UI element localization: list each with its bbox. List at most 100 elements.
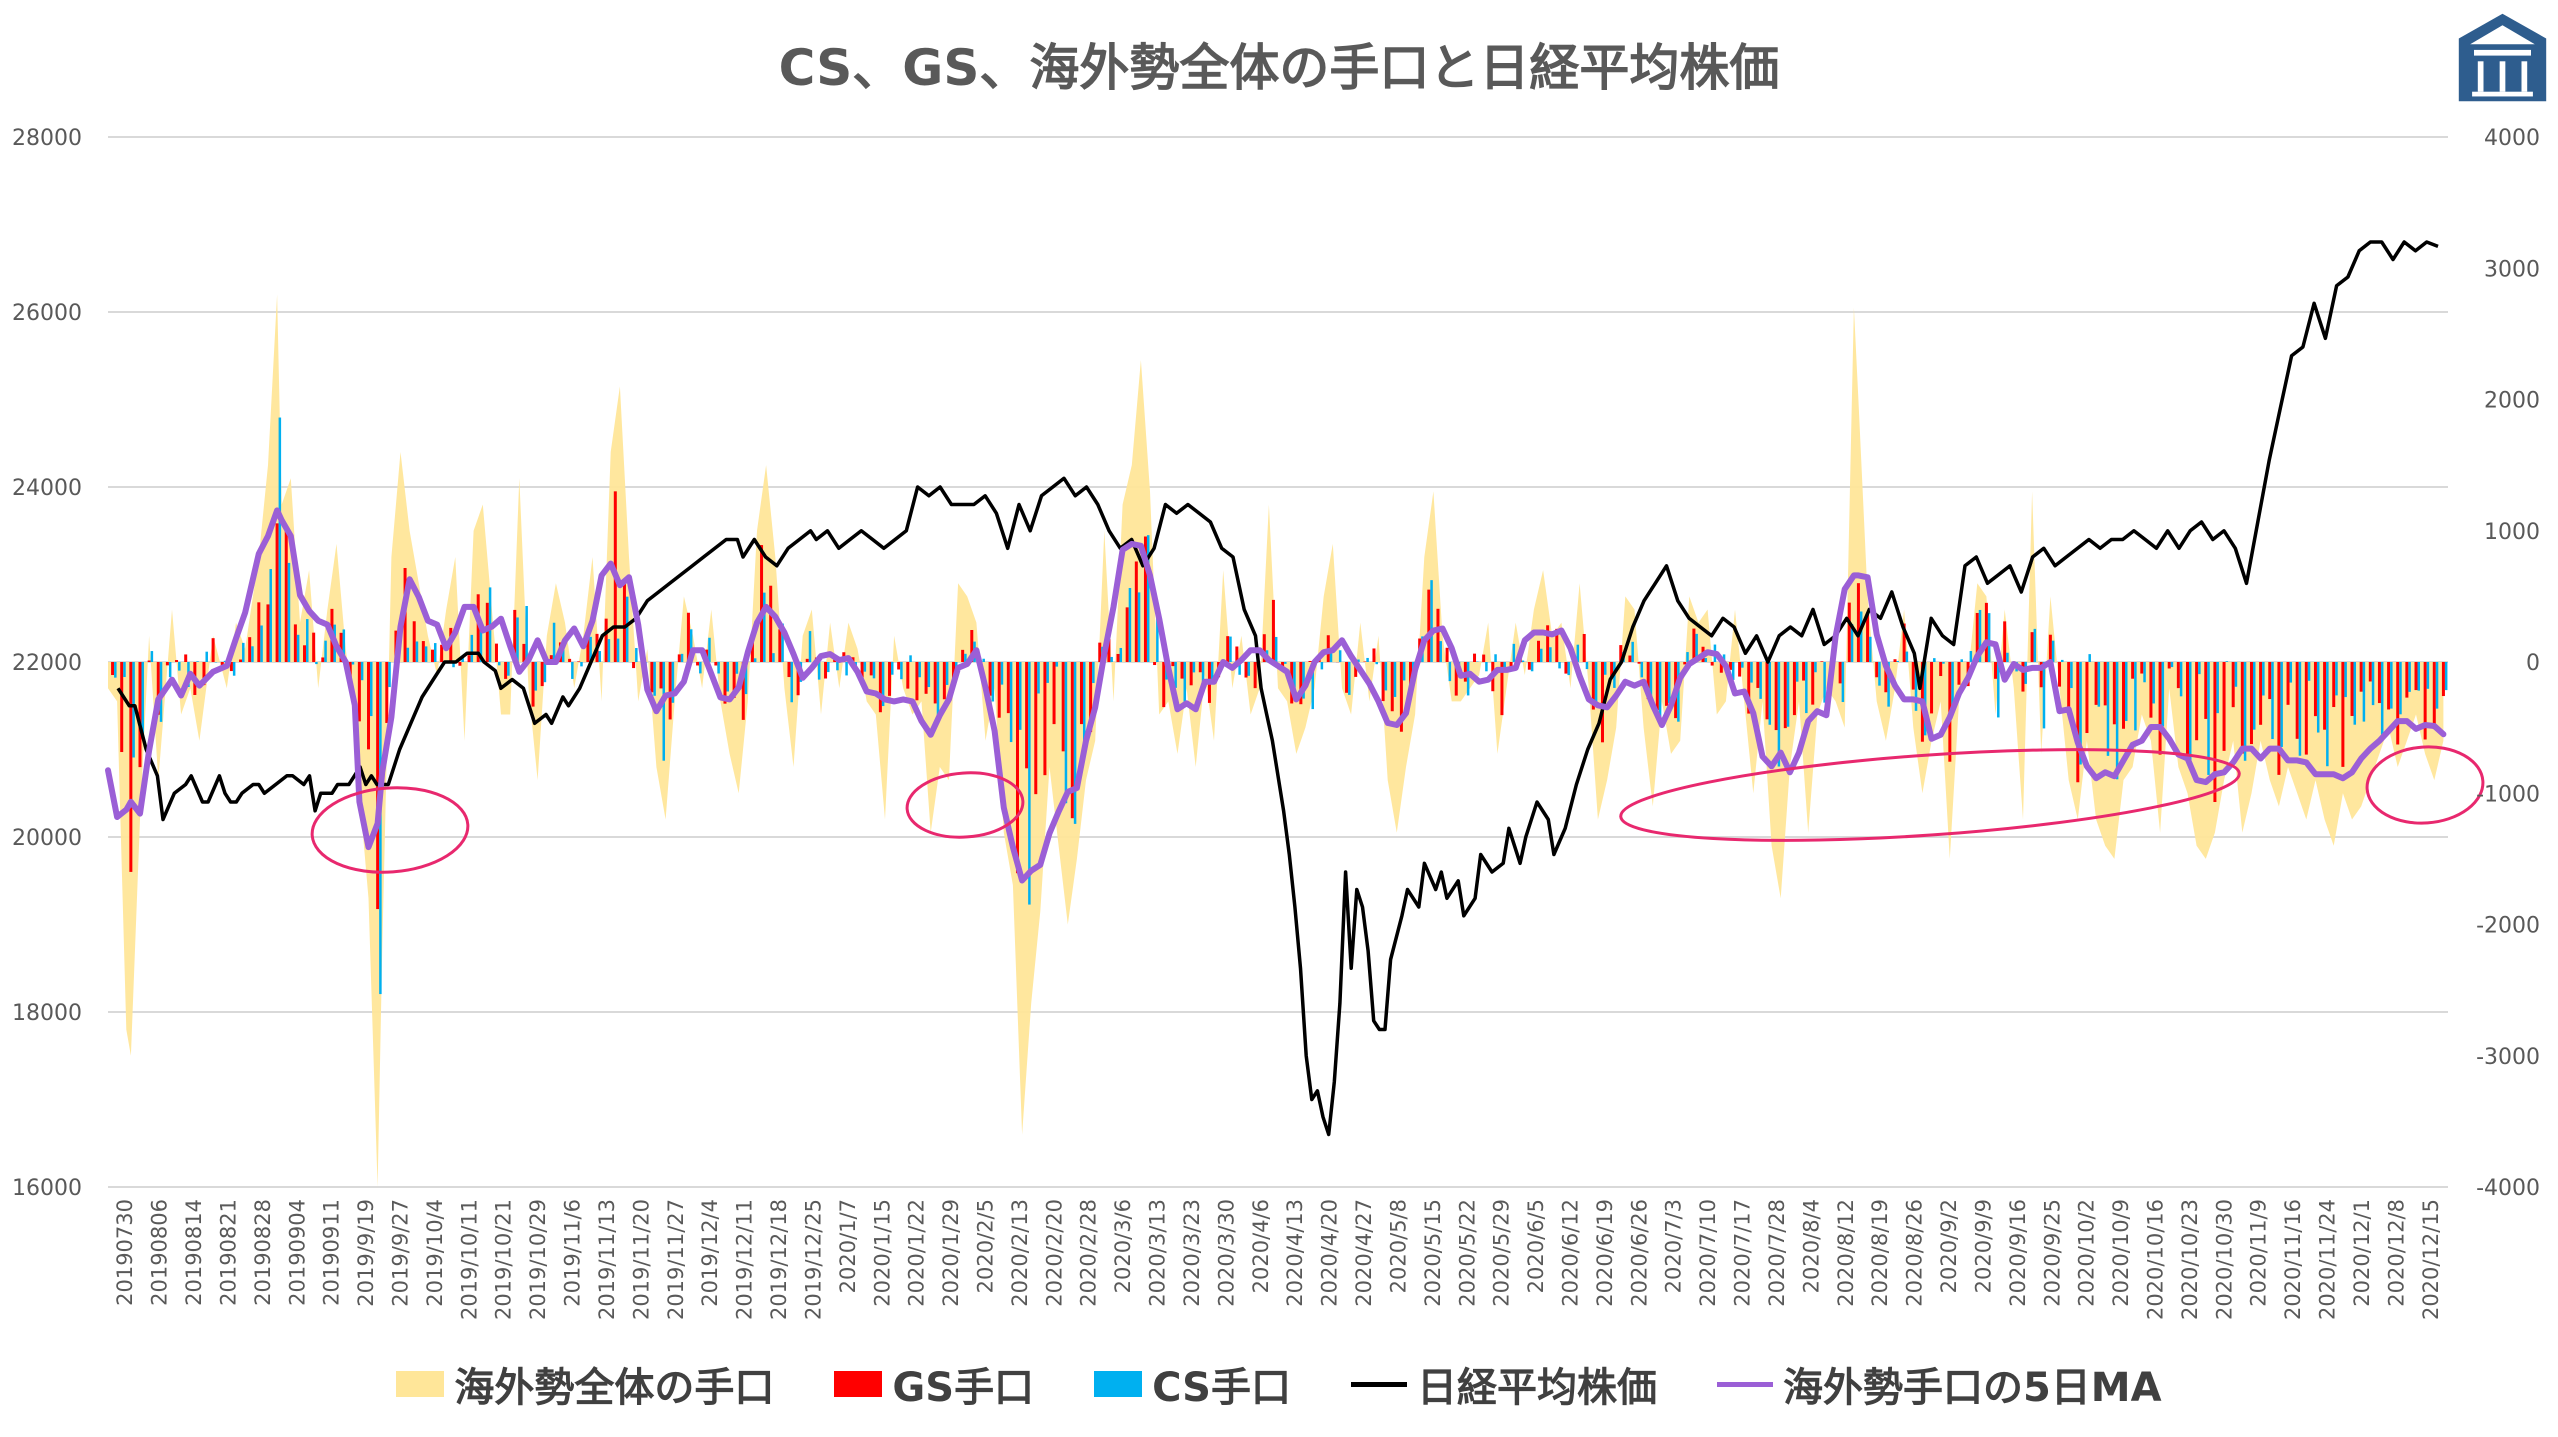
x-tick-label: 2020/9/2: [1937, 1199, 1961, 1293]
cs-bar: [2207, 662, 2210, 775]
right-tick-label: 3000: [2484, 257, 2540, 282]
gs-bar: [421, 641, 425, 662]
cs-bar: [2152, 662, 2155, 704]
cs-bar: [2106, 662, 2110, 756]
x-tick-label: 2020/7/3: [1662, 1199, 1686, 1293]
x-tick-label: 2020/1/22: [905, 1199, 929, 1307]
gs-bar: [796, 662, 800, 696]
cs-bar: [433, 643, 437, 662]
cs-bar: [1795, 662, 1799, 682]
gs-bar: [1253, 662, 1257, 689]
gs-bar: [1802, 662, 1806, 681]
cs-bar: [114, 662, 117, 678]
cs-bar: [1942, 662, 1945, 664]
cs-bar: [1521, 660, 1525, 662]
cs-bar: [589, 636, 592, 662]
gs-bar: [723, 662, 727, 704]
gs-bar: [2286, 662, 2290, 705]
x-tick-label: 20190904: [285, 1199, 309, 1306]
cs-bar: [1914, 662, 1918, 711]
gs-bar: [568, 658, 572, 662]
cs-bar: [1741, 662, 1744, 668]
gs-bar: [2222, 662, 2226, 751]
cs-bar: [2289, 662, 2293, 683]
gs-bar: [805, 658, 809, 662]
cs-bar: [1859, 611, 1863, 662]
cs-bar: [1731, 662, 1735, 680]
gs-bar: [1893, 659, 1897, 662]
cs-bar: [772, 653, 775, 662]
x-tick-label: 2020/7/10: [1696, 1199, 1720, 1307]
cs-bar: [1302, 662, 1305, 699]
cs-bar: [2033, 628, 2037, 662]
cs-bar: [2417, 662, 2421, 691]
cs-bar: [909, 655, 912, 662]
right-tick-label: -4000: [2476, 1176, 2540, 1201]
cs-bar: [598, 651, 602, 662]
x-tick-label: 2020/3/23: [1180, 1199, 1204, 1307]
gs-bar: [2021, 662, 2025, 692]
gs-bar: [2176, 662, 2180, 689]
gs-bar: [2067, 662, 2071, 707]
gs-bar: [2149, 662, 2153, 718]
x-tick-label: 2020/8/26: [1903, 1199, 1927, 1307]
cs-bar: [2399, 662, 2402, 715]
cs-bar: [790, 662, 793, 703]
x-tick-label: 2019/10/21: [492, 1199, 516, 1320]
gs-bar: [385, 662, 389, 723]
chart-title: CS、GS、海外勢全体の手口と日経平均株価: [778, 39, 1780, 97]
cs-bar: [1585, 662, 1589, 670]
gs-bar: [1783, 662, 1787, 729]
cs-bar: [1156, 615, 1159, 662]
cs-bar: [1402, 662, 1406, 681]
gs-bar: [467, 655, 471, 662]
gs-bar: [2030, 632, 2034, 662]
cs-bar: [1037, 662, 1040, 694]
cs-bar: [708, 637, 711, 662]
gs-bar: [2131, 662, 2135, 679]
cs-bar: [891, 662, 894, 675]
gs-bar: [714, 662, 718, 666]
x-tick-label: 2020/3/30: [1214, 1199, 1238, 1307]
cs-bar: [1722, 654, 1726, 662]
cs-bar: [1247, 662, 1251, 676]
cs-bar: [1119, 647, 1123, 662]
gs-bar: [1719, 662, 1723, 673]
gs-bar: [1006, 662, 1010, 714]
cs-bar: [625, 596, 629, 662]
gs-bar: [604, 618, 608, 662]
cs-bar: [2079, 662, 2082, 765]
x-tick-label: 2020/3/6: [1111, 1199, 1135, 1293]
cs-bar: [2307, 662, 2311, 681]
x-tick-label: 2020/12/1: [2350, 1199, 2374, 1307]
cs-bar: [2097, 662, 2101, 707]
gs-bar: [915, 662, 919, 701]
gs-bar: [1984, 602, 1988, 662]
legend-item: 海外勢全体の手口: [396, 1355, 774, 1413]
gs-bar: [2332, 662, 2336, 708]
x-tick-label: 2020/1/15: [870, 1199, 894, 1307]
cs-bar: [2024, 662, 2027, 684]
gs-bar: [1134, 561, 1138, 662]
gs-bar: [1445, 647, 1449, 662]
logo-icon: [2458, 13, 2547, 102]
cs-bar: [1357, 659, 1360, 662]
gs-bar: [1838, 662, 1842, 684]
cs-bar: [360, 662, 364, 681]
cs-bar: [1439, 641, 1442, 662]
x-tick-label: 2020/10/23: [2178, 1199, 2202, 1320]
cs-bar: [2243, 662, 2247, 761]
cs-bar: [534, 662, 538, 691]
gs-bar: [531, 662, 535, 707]
gs-bar: [1473, 653, 1477, 662]
gs-bar: [1015, 662, 1019, 874]
cs-bar: [1238, 662, 1241, 675]
cs-bar: [607, 639, 611, 662]
gs-bar: [138, 662, 142, 768]
cs-bar: [1494, 654, 1497, 662]
gs-bar: [1482, 654, 1486, 662]
cs-bar: [1576, 644, 1580, 662]
cs-bar: [1951, 662, 1954, 712]
left-tick-label: 24000: [12, 476, 82, 501]
cs-bar: [827, 662, 830, 673]
